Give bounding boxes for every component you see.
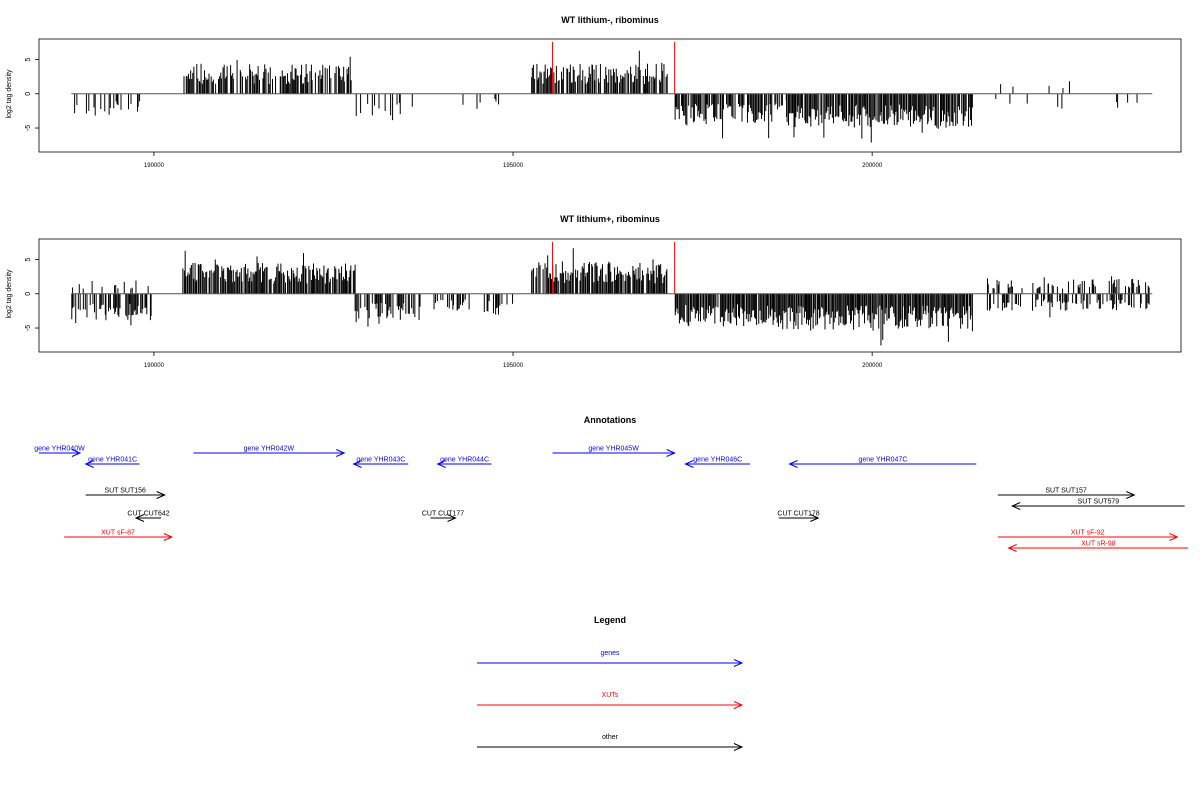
legend-label: genes [600,650,620,657]
annotation-arrow [193,449,346,457]
annotation-label: CUT CUT178 [777,511,819,518]
marker-lines [552,42,676,94]
track-title: WT lithium-, ribominus [561,15,659,25]
y-axis: -5 0 5 [25,57,39,131]
arrow-head [1007,544,1017,552]
annotation-arrow [39,449,82,457]
legend-items: genes XUTs other [477,650,744,751]
annotation-label: SUT SUT156 [104,488,146,495]
arrow-head [436,460,446,468]
arrow-head [733,743,744,751]
arrow-head [163,533,174,541]
arrow-head [733,659,744,667]
y-axis: -5 0 5 [25,257,39,331]
y-tick-label: 5 [25,57,32,61]
legend-title: Legend [594,615,626,625]
y-axis-label: log2 tag density [6,269,13,319]
legend-panel: Legend genes XUTs other [477,615,744,751]
y-tick-label: -5 [25,125,32,131]
x-tick-label: 200000 [862,363,883,369]
y-tick-label: 5 [25,257,32,261]
arrow-head [156,491,166,499]
annotation-label: gene YHR040W [34,446,85,453]
arrow-head [447,514,457,522]
arrow-head [1010,502,1021,510]
annotation-arrow [788,460,977,468]
annotation-arrow [997,533,1179,541]
annotation-label: XUT sF-87 [101,530,135,537]
marker-lines [552,242,676,294]
annotation-label: XUT sF-92 [1071,530,1105,537]
arrow-head [666,449,676,457]
annotation-arrow [552,449,676,457]
arrow-head [684,460,694,468]
annotation-arrow [684,460,751,468]
x-axis: 190000 195000 200000 [144,152,883,169]
x-tick-label: 200000 [862,163,883,169]
legend-label: XUTs [602,692,619,699]
track-title: WT lithium+, ribominus [560,214,660,224]
y-axis-label: log2 tag density [6,69,13,119]
annotation-arrow [84,460,140,468]
annotation-label: CUT CUT642 [127,511,169,518]
x-tick-label: 195000 [503,163,524,169]
arrow-head [1126,491,1136,499]
annotation-label: CUT CUT177 [422,511,464,518]
arrow-head [352,460,362,468]
arrow-head [810,514,820,522]
annotation-label: gene YHR043C [356,457,405,464]
legend-arrow [477,743,744,751]
arrow-head [733,701,744,709]
x-tick-label: 190000 [144,363,165,369]
x-tick-label: 190000 [144,163,165,169]
annotation-arrow [997,491,1136,499]
annotation-arrow [85,491,166,499]
x-tick-label: 195000 [503,363,524,369]
annotation-arrow [134,514,162,522]
annotation-label: SUT SUT579 [1078,499,1120,506]
annotation-arrow [778,514,820,522]
annotation-label: gene YHR047C [858,457,907,464]
plot-frame [38,38,1182,153]
track-lithium-minus: WT lithium-, ribominus log2 tag density … [6,15,1182,169]
annotation-arrow [1007,544,1189,552]
annotation-label: gene YHR044C [440,457,489,464]
arrow-head [71,449,82,457]
annotation-arrow [352,460,409,468]
track-lithium-plus: WT lithium+, ribominus log2 tag density … [6,214,1182,369]
arrow-head [134,514,145,522]
annotation-label: gene YHR046C [693,457,742,464]
annotations-title: Annotations [584,415,637,425]
annotation-arrow [64,533,174,541]
annotation-label: XUT sR-98 [1081,541,1116,548]
annotation-label: gene YHR045W [588,446,639,453]
annotation-label: gene YHR042W [244,446,295,453]
annotation-label: gene YHR041C [88,457,137,464]
y-tick-label: 0 [25,92,32,96]
annotation-label: SUT SUT157 [1045,488,1087,495]
arrow-head [84,460,94,468]
arrow-head [1169,533,1179,541]
y-tick-label: -5 [25,325,32,331]
arrow-head [788,460,798,468]
annotation-arrow [436,460,492,468]
x-axis: 190000 195000 200000 [144,352,883,369]
bar-series [71,248,1153,346]
legend-arrow [477,701,744,709]
annotation-arrow [430,514,457,522]
arrow-head [336,449,346,457]
legend-label: other [602,734,619,741]
y-tick-label: 0 [25,292,32,296]
bar-series [71,50,1153,143]
legend-arrow [477,659,744,667]
plot-frame [38,238,1182,353]
annotation-arrow [1010,502,1185,510]
